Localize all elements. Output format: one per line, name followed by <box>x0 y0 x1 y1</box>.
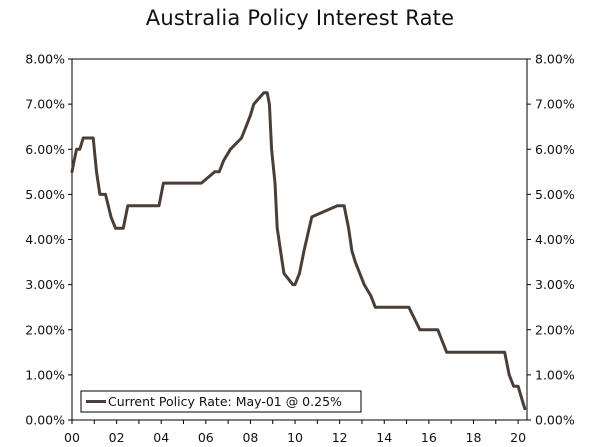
x-tick-label: 12 <box>332 430 348 445</box>
y-tick-label-left: 1.00% <box>25 367 65 382</box>
y-tick-label-left: 3.00% <box>25 277 65 292</box>
x-tick-label: 14 <box>376 430 392 445</box>
y-tick-label-right: 1.00% <box>535 367 575 382</box>
x-tick-label: 04 <box>153 430 169 445</box>
plot-border <box>71 58 528 421</box>
chart-title: Australia Policy Interest Rate <box>145 6 455 30</box>
x-tick-label: 18 <box>466 430 482 445</box>
y-tick-label-left: 8.00% <box>25 52 65 67</box>
y-tick-label-left: 4.00% <box>25 232 65 247</box>
y-tick-label-right: 2.00% <box>535 322 575 337</box>
x-tick-label: 08 <box>242 430 258 445</box>
y-tick-label-left: 5.00% <box>25 187 65 202</box>
legend-label: Current Policy Rate: May-01 @ 0.25% <box>108 394 342 409</box>
x-tick-label: 10 <box>287 430 303 445</box>
legend: Current Policy Rate: May-01 @ 0.25% <box>80 390 362 413</box>
x-tick-label: 06 <box>198 430 214 445</box>
y-tick-label-left: 2.00% <box>25 322 65 337</box>
x-axis: 00 02 04 06 08 10 12 14 16 18 20 <box>64 420 526 445</box>
x-tick-label: 20 <box>510 430 526 445</box>
plot-frame <box>71 58 528 421</box>
y-tick-label-right: 8.00% <box>535 52 575 67</box>
y-tick-label-left: 7.00% <box>25 97 65 112</box>
x-tick-label: 16 <box>421 430 437 445</box>
x-tick-label: 00 <box>64 430 80 445</box>
x-tick-label: 02 <box>109 430 125 445</box>
y-tick-label-right: 3.00% <box>535 277 575 292</box>
y-tick-label-right: 6.00% <box>535 142 575 157</box>
y-tick-label-left: 6.00% <box>25 142 65 157</box>
y-tick-label-left: 0.00% <box>25 413 65 428</box>
y-tick-label-right: 0.00% <box>535 413 575 428</box>
y-tick-label-right: 5.00% <box>535 187 575 202</box>
series-layer <box>70 91 527 411</box>
y-axis-right: 0.00% 1.00% 2.00% 3.00% 4.00% 5.00% 6.00% 7.00%… <box>527 52 575 428</box>
series-line <box>70 91 527 411</box>
y-tick-label-right: 7.00% <box>535 97 575 112</box>
y-axis-left: 0.00% 1.00% 2.00% 3.00% 4.00% 5.00% 6.00% 7.00%… <box>25 52 72 428</box>
y-tick-label-right: 4.00% <box>535 232 575 247</box>
legend-box <box>80 390 362 413</box>
